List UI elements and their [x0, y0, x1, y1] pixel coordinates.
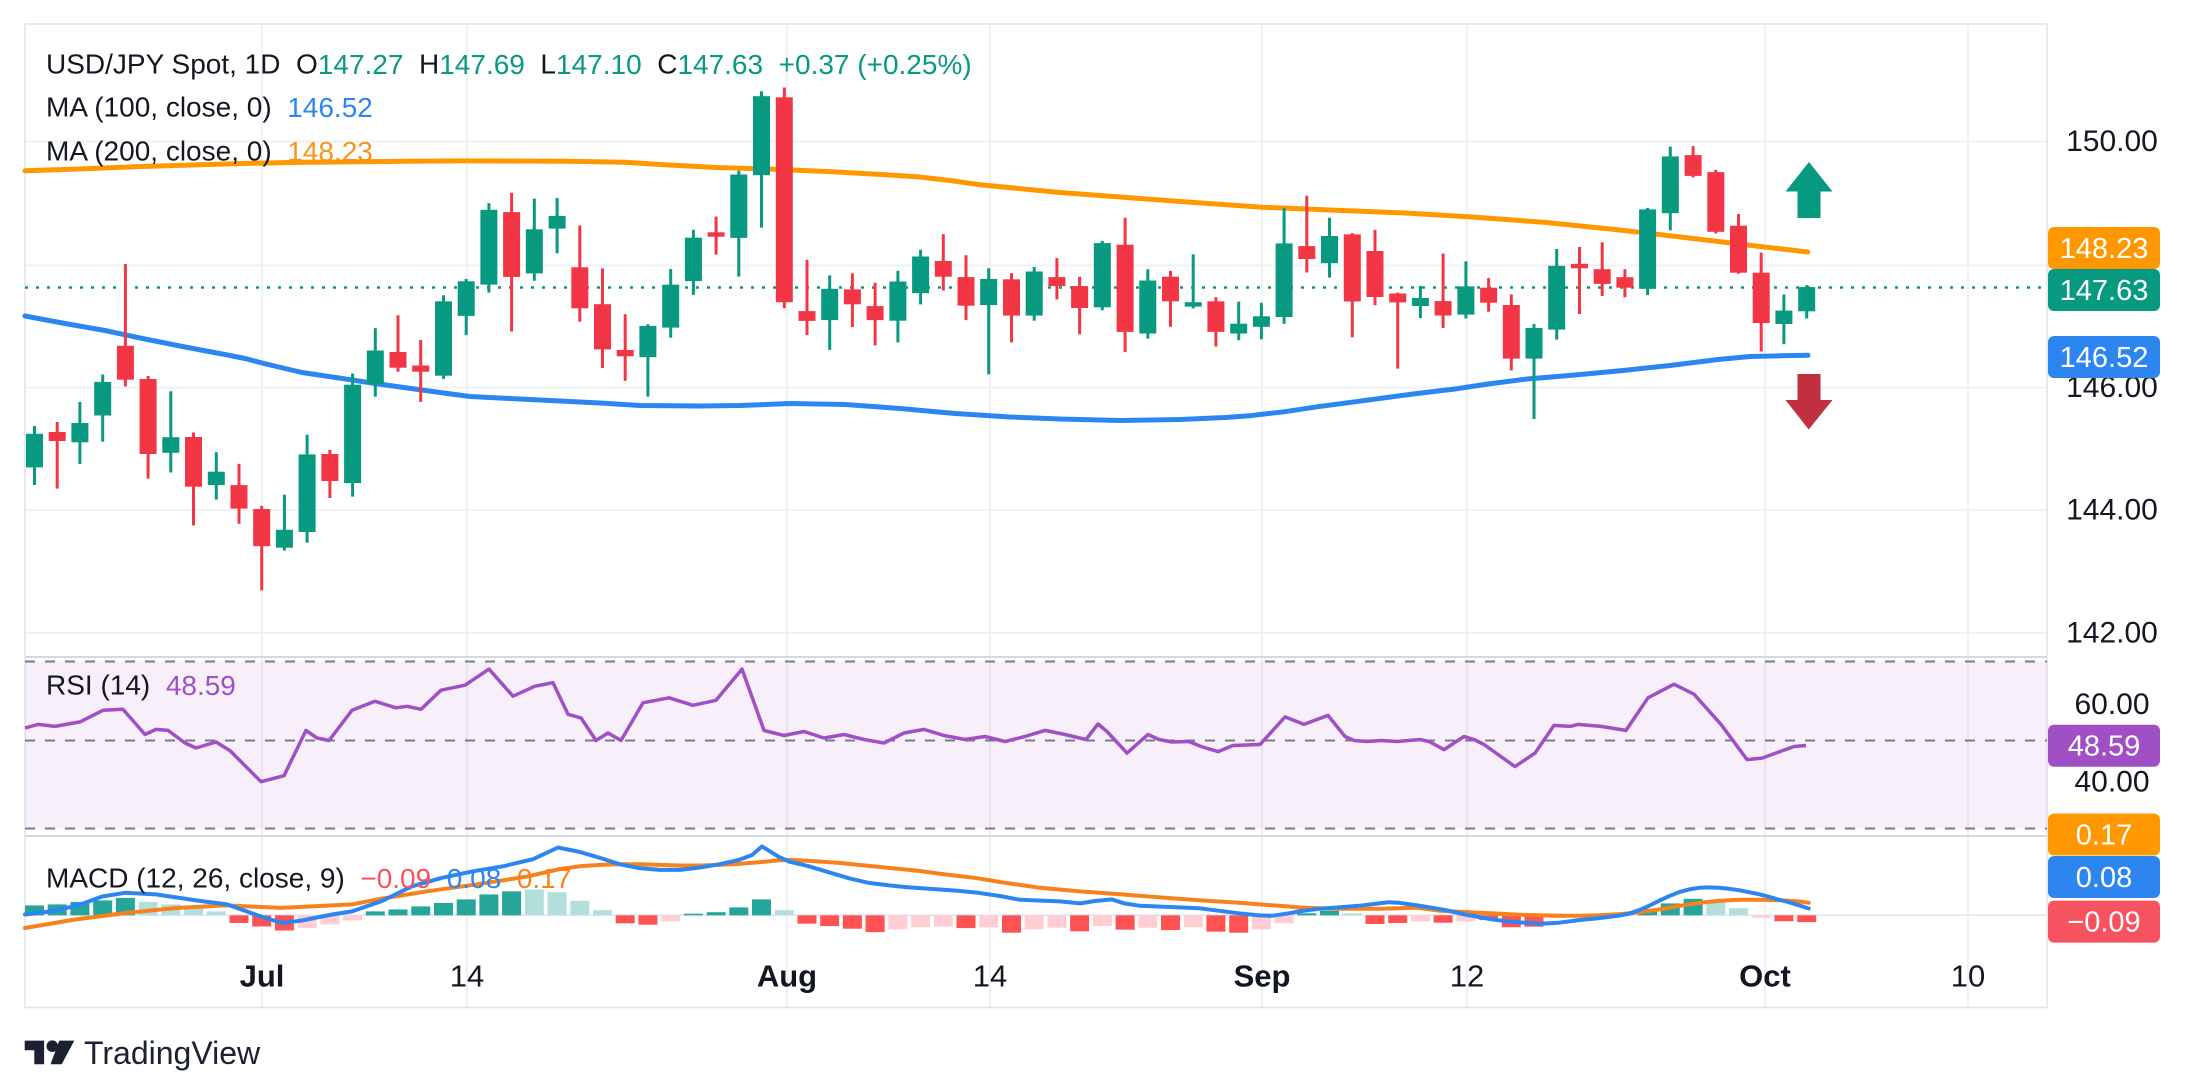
- svg-text:0.08: 0.08: [2076, 862, 2132, 894]
- svg-text:150.00: 150.00: [2066, 125, 2158, 158]
- svg-text:0.17: 0.17: [2076, 820, 2132, 852]
- svg-text:Aug: Aug: [757, 959, 817, 994]
- svg-text:10: 10: [1951, 959, 1985, 994]
- svg-text:USD/JPY Spot, 1D O147.27 H14: USD/JPY Spot, 1D O147.27 H147.69 L147.10…: [46, 49, 972, 80]
- svg-text:Sep: Sep: [1234, 959, 1291, 994]
- svg-text:Oct: Oct: [1739, 959, 1791, 994]
- svg-text:MA (200, close, 0) 148.23: MA (200, close, 0) 148.23: [46, 136, 373, 167]
- svg-text:142.00: 142.00: [2066, 617, 2158, 650]
- svg-text:148.23: 148.23: [2060, 233, 2149, 265]
- svg-text:14: 14: [973, 959, 1007, 994]
- svg-text:Jul: Jul: [240, 959, 285, 994]
- svg-text:−0.09: −0.09: [2067, 907, 2140, 939]
- svg-text:144.00: 144.00: [2066, 494, 2158, 527]
- svg-text:146.52: 146.52: [2060, 342, 2149, 374]
- svg-text:RSI (14) 48.59: RSI (14) 48.59: [46, 670, 236, 701]
- svg-text:MA (100, close, 0) 146.52: MA (100, close, 0) 146.52: [46, 92, 373, 123]
- svg-text:TradingView: TradingView: [84, 1035, 261, 1071]
- svg-text:40.00: 40.00: [2074, 766, 2149, 799]
- svg-text:14: 14: [450, 959, 484, 994]
- svg-text:60.00: 60.00: [2074, 688, 2149, 721]
- svg-text:147.63: 147.63: [2060, 275, 2149, 307]
- svg-text:48.59: 48.59: [2068, 731, 2141, 763]
- svg-text:12: 12: [1450, 959, 1484, 994]
- svg-text:MACD (12, 26, close, 9) −0.09: MACD (12, 26, close, 9) −0.09 0.08 0.17: [46, 863, 571, 894]
